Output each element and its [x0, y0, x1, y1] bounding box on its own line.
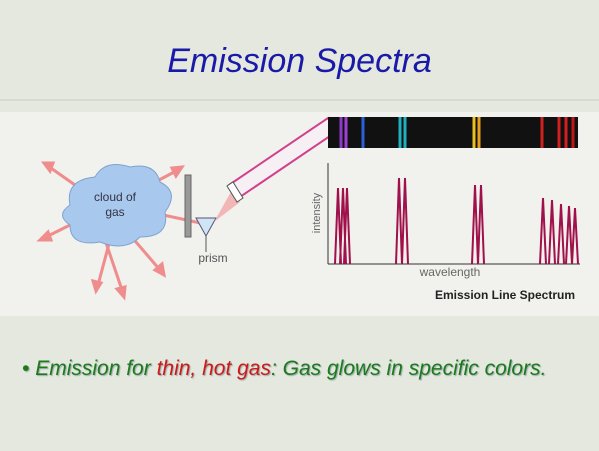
- bullet-highlight: thin, hot gas: [157, 357, 271, 380]
- diagram-caption: Emission Line Spectrum: [435, 288, 575, 302]
- slide: Emission Spectra cloud of gas prism: [0, 0, 599, 451]
- prism-label: prism: [198, 251, 227, 265]
- cloud-label: gas: [105, 205, 124, 219]
- slit: [185, 175, 191, 237]
- y-axis-label: intensity: [311, 192, 323, 233]
- x-axis-label: wavelength: [419, 265, 481, 279]
- bullet-text: : Gas glows in specific colors.: [271, 357, 546, 380]
- bullet: • Emission for thin, hot gas: Gas glows …: [22, 356, 582, 382]
- cloud-label: cloud of: [94, 190, 137, 204]
- diagram: cloud of gas prism intensity wavelength …: [0, 0, 599, 451]
- bullet-text: Emission for: [35, 357, 156, 380]
